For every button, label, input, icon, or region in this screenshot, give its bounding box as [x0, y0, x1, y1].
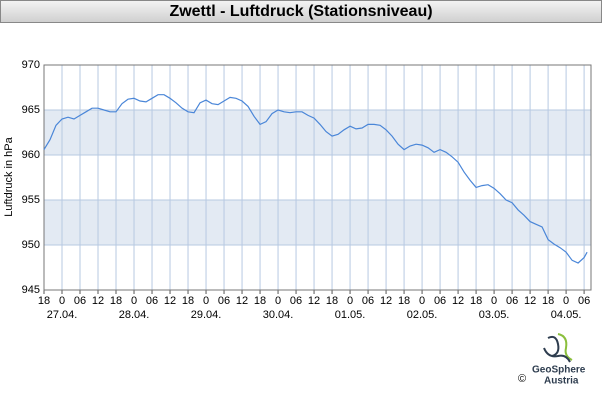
date-label: 30.04. — [263, 309, 294, 321]
x-tick-label: 18 — [398, 295, 410, 307]
title-bar — [0, 0, 602, 23]
x-tick-label: 12 — [308, 295, 320, 307]
x-tick-label: 18 — [38, 295, 50, 307]
x-tick-label: 18 — [254, 295, 266, 307]
x-tick-label: 0 — [59, 295, 65, 307]
brand-sub: Austria — [544, 376, 579, 387]
x-tick-label: 0 — [419, 295, 425, 307]
x-tick-label: 0 — [347, 295, 353, 307]
x-tick-label: 18 — [542, 295, 554, 307]
x-tick-label: 18 — [326, 295, 338, 307]
x-tick-label: 12 — [380, 295, 392, 307]
y-tick-label: 970 — [22, 59, 40, 71]
x-tick-label: 18 — [110, 295, 122, 307]
x-tick-label: 06 — [74, 295, 86, 307]
x-tick-label: 06 — [290, 295, 302, 307]
plot-border — [43, 64, 592, 291]
date-label: 04.05. — [551, 309, 582, 321]
x-tick-label: 12 — [92, 295, 104, 307]
date-label: 29.04. — [191, 309, 222, 321]
x-tick-label: 0 — [275, 295, 281, 307]
x-tick-label: 0 — [131, 295, 137, 307]
plot-area — [44, 65, 591, 290]
date-label: 28.04. — [119, 309, 150, 321]
x-tick-label: 12 — [524, 295, 536, 307]
date-label: 27.04. — [47, 309, 78, 321]
x-tick-label: 06 — [578, 295, 590, 307]
date-label: 01.05. — [335, 309, 366, 321]
y-tick-label: 965 — [22, 104, 40, 116]
date-label: 03.05. — [479, 309, 510, 321]
y-tick-label: 960 — [22, 149, 40, 161]
brand: GeoSphere — [532, 365, 586, 376]
shaded-band — [44, 200, 591, 245]
copyright: © — [518, 373, 526, 385]
y-tick-label: 945 — [22, 284, 40, 296]
x-tick-label: 18 — [470, 295, 482, 307]
shaded-band — [44, 110, 591, 155]
logo — [543, 333, 573, 363]
x-tick-label: 0 — [491, 295, 497, 307]
chart-title: Zwettl - Luftdruck (Stationsniveau) — [169, 3, 432, 20]
x-tick-label: 0 — [203, 295, 209, 307]
y-tick-label: 950 — [22, 239, 40, 251]
x-tick-label: 06 — [506, 295, 518, 307]
x-tick-label: 06 — [146, 295, 158, 307]
x-tick-label: 06 — [218, 295, 230, 307]
x-tick-label: 12 — [236, 295, 248, 307]
y-tick-label: 955 — [22, 194, 40, 206]
data-line — [43, 94, 588, 264]
y-axis-label: Luftdruck in hPa — [3, 136, 15, 216]
x-tick-label: 06 — [362, 295, 374, 307]
x-tick-label: 12 — [452, 295, 464, 307]
x-tick-label: 06 — [434, 295, 446, 307]
x-tick-label: 18 — [182, 295, 194, 307]
x-tick-label: 12 — [164, 295, 176, 307]
date-label: 02.05. — [407, 309, 438, 321]
x-tick-label: 0 — [563, 295, 569, 307]
